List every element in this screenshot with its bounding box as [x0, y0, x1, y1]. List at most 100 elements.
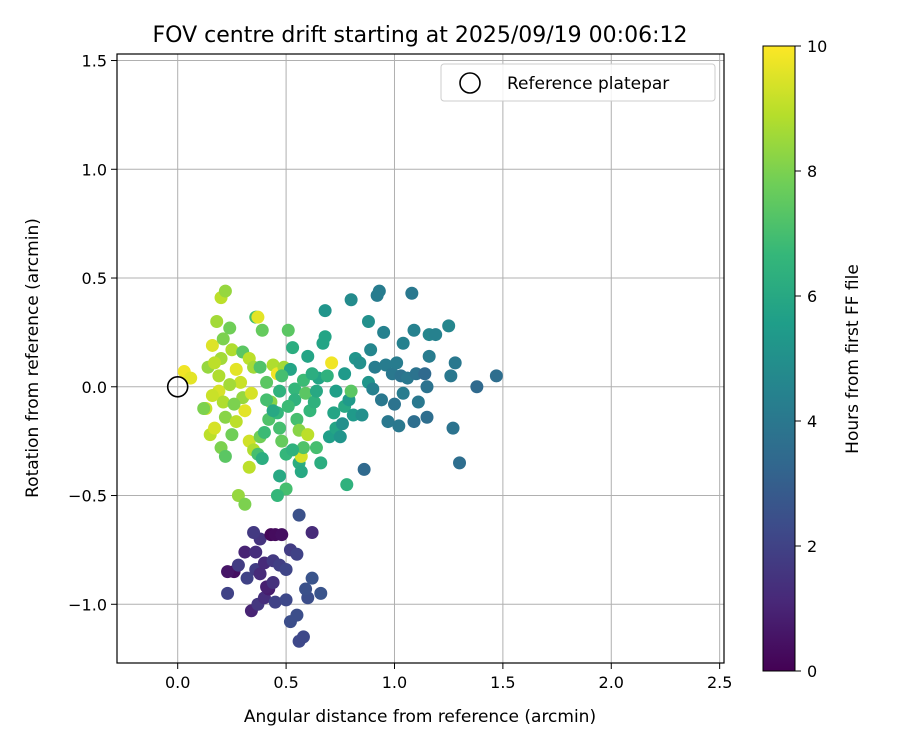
data-point: [247, 526, 261, 539]
data-point: [411, 395, 425, 409]
data-point: [288, 382, 302, 396]
data-point: [253, 567, 267, 581]
data-point: [305, 571, 319, 585]
legend-label: Reference platepar: [507, 74, 669, 94]
data-point: [238, 545, 252, 559]
data-point: [281, 323, 295, 337]
data-point: [429, 328, 443, 342]
x-tick-label: 2.0: [599, 673, 624, 692]
data-point: [361, 315, 375, 329]
x-axis-label: Angular distance from reference (arcmin): [244, 707, 596, 727]
data-point: [329, 384, 343, 398]
data-point: [377, 325, 391, 339]
data-point: [279, 593, 293, 607]
data-point: [420, 410, 434, 424]
data-point: [407, 323, 421, 337]
data-point: [266, 404, 280, 418]
data-point: [309, 441, 323, 455]
data-point: [229, 362, 243, 376]
data-point: [294, 465, 308, 479]
data-point: [353, 356, 367, 370]
data-point: [338, 367, 352, 381]
data-point: [420, 380, 434, 394]
data-point: [229, 415, 243, 429]
data-point: [309, 384, 323, 398]
data-point: [238, 404, 252, 418]
data-point: [231, 558, 245, 572]
data-point: [205, 388, 219, 402]
data-point: [197, 402, 211, 416]
data-point: [344, 293, 358, 307]
data-point: [387, 397, 401, 411]
data-point: [234, 375, 248, 389]
data-point: [273, 384, 287, 398]
data-point: [260, 393, 274, 407]
data-point: [290, 412, 304, 426]
data-point: [314, 456, 328, 470]
data-point: [273, 421, 287, 435]
colorbar-tick-label: 2: [807, 537, 817, 556]
data-point: [396, 336, 410, 350]
data-point: [260, 375, 274, 389]
data-point: [405, 286, 419, 300]
colorbar-tick-label: 8: [807, 162, 817, 181]
data-point: [296, 441, 310, 455]
data-point: [292, 508, 306, 522]
data-point: [290, 608, 304, 622]
data-point: [446, 421, 460, 435]
data-point: [279, 562, 293, 576]
reference-point-marker: [166, 375, 189, 398]
data-point: [396, 386, 410, 400]
colorbar-tick-label: 4: [807, 412, 817, 431]
y-tick-label: −1.0: [68, 595, 107, 614]
data-point: [333, 430, 347, 444]
chart-title: FOV centre drift starting at 2025/09/19 …: [153, 23, 688, 48]
data-point: [299, 582, 313, 596]
data-point: [273, 469, 287, 483]
data-point: [275, 528, 289, 542]
data-point: [205, 338, 219, 352]
grid-lines: [117, 54, 724, 663]
data-point: [407, 415, 421, 429]
data-point: [290, 547, 304, 561]
data-point: [327, 406, 341, 420]
data-point: [223, 321, 237, 335]
data-point: [335, 417, 349, 431]
colorbar-tick-label: 6: [807, 287, 817, 306]
data-point: [240, 571, 254, 585]
x-tick-label: 1.0: [382, 673, 407, 692]
x-tick-label: 2.5: [707, 673, 732, 692]
data-point: [184, 371, 198, 385]
data-point: [249, 545, 263, 559]
data-point: [448, 356, 462, 370]
data-point: [422, 349, 436, 363]
x-tick-label: 0.0: [165, 673, 190, 692]
data-point: [314, 586, 328, 600]
y-tick-label: −0.5: [68, 487, 107, 506]
data-point: [453, 456, 467, 470]
data-point: [368, 360, 382, 374]
data-point: [242, 460, 256, 474]
data-point: [372, 284, 386, 298]
data-point: [357, 462, 371, 476]
y-tick-label: 0.0: [82, 378, 107, 397]
data-point: [301, 349, 315, 363]
data-point: [268, 595, 282, 609]
data-point: [208, 356, 222, 370]
data-point: [244, 386, 258, 400]
data-point: [218, 284, 232, 298]
colorbar-tick-label: 0: [807, 662, 817, 681]
y-tick-label: 0.5: [82, 269, 107, 288]
data-point: [210, 315, 224, 329]
data-point: [340, 478, 354, 492]
data-point: [301, 428, 315, 442]
data-point: [325, 356, 339, 370]
data-point: [221, 586, 235, 600]
legend: Reference platepar: [440, 63, 716, 102]
data-points: [177, 284, 503, 648]
data-point: [281, 399, 295, 413]
data-point: [227, 397, 241, 411]
legend-marker: [459, 72, 481, 94]
colorbar: 0 2 4 6 8 10 Hours from first FF file: [762, 37, 863, 681]
